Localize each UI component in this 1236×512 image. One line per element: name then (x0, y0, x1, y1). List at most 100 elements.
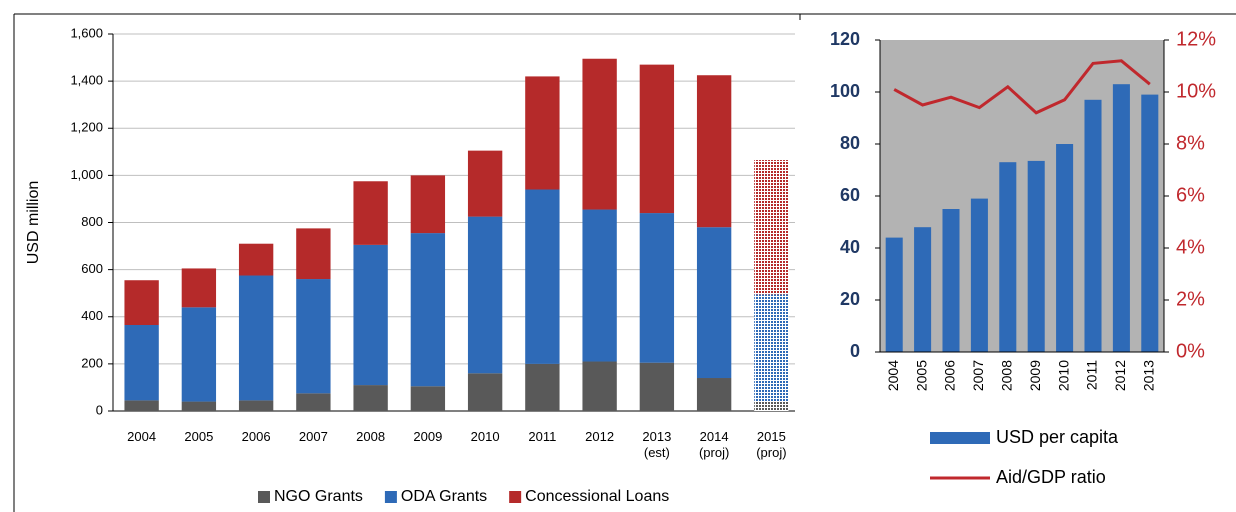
bar-segment (124, 324, 159, 401)
x-tick-label: 2005 (913, 360, 929, 391)
y2-tick-label: 10% (1176, 80, 1216, 102)
bar-segment (696, 75, 732, 228)
x-tick-label: 2005 (184, 429, 214, 444)
bar (1141, 94, 1159, 352)
bar-segment (181, 307, 217, 402)
bar-segment (754, 160, 789, 295)
x-tick-label: 2006 (241, 429, 271, 444)
bar-segment (181, 268, 217, 308)
y2-tick-label: 2% (1176, 288, 1205, 310)
bar-segment (238, 243, 274, 276)
bar-segment (296, 393, 331, 411)
bar-segment (296, 279, 331, 394)
bar-segment (124, 400, 159, 411)
x-tick-label: 2011 (528, 429, 557, 444)
legend-label: NGO Grants (274, 488, 363, 505)
bar (1084, 99, 1102, 352)
bar-segment (754, 294, 789, 402)
y-tick-label: 80 (840, 133, 860, 153)
bar (1027, 160, 1045, 352)
bar-segment (525, 189, 560, 364)
y2-tick-label: 6% (1176, 184, 1205, 206)
bar (1112, 84, 1130, 352)
bar-segment (639, 64, 675, 214)
x-tick-label: 2004 (127, 429, 157, 444)
bar (999, 162, 1017, 352)
y2-tick-label: 4% (1176, 236, 1205, 258)
bar-segment (525, 76, 560, 190)
y-tick-label: 40 (840, 237, 860, 257)
bar-segment (696, 378, 732, 411)
y-tick-label: 1,200 (70, 120, 103, 135)
y-axis-label: USD million (25, 181, 42, 265)
x-tick-label: 2008 (356, 429, 386, 444)
bar-segment (525, 363, 560, 411)
y-tick-label: 0 (850, 341, 860, 361)
bar-segment (353, 244, 388, 386)
x-tick-label: 2013 (est) (642, 429, 672, 460)
y2-tick-label: 12% (1176, 28, 1216, 50)
x-tick-label: 2011 (1084, 360, 1100, 390)
legend-label: ODA Grants (401, 488, 487, 505)
x-tick-label: 2006 (942, 360, 958, 391)
x-tick-label: 2009 (413, 429, 443, 444)
y2-tick-label: 0% (1176, 340, 1205, 362)
x-tick-label: 2007 (298, 429, 328, 444)
legend-label: USD per capita (996, 427, 1119, 447)
bar-segment (410, 175, 446, 234)
y-tick-label: 1,000 (70, 167, 103, 182)
bar-segment (238, 275, 274, 401)
bar-segment (238, 400, 274, 411)
x-tick-label: 2015 (proj) (756, 429, 787, 460)
bar (1056, 144, 1074, 352)
x-tick-label: 2014 (proj) (698, 429, 730, 460)
y-tick-label: 60 (840, 185, 860, 205)
bar (914, 227, 932, 352)
legend-swatch (258, 491, 270, 503)
x-tick-label: 2013 (1141, 360, 1157, 391)
bar-segment (639, 362, 675, 411)
bar-segment (410, 386, 446, 411)
bar-segment (696, 227, 732, 379)
bar-segment (296, 228, 331, 280)
bar (885, 237, 903, 352)
y-tick-label: 400 (81, 308, 103, 323)
x-tick-label: 2012 (1112, 360, 1128, 391)
bar-segment (582, 58, 617, 210)
bar-segment (353, 385, 388, 411)
y-tick-label: 100 (830, 81, 860, 101)
y-tick-label: 0 (96, 402, 103, 417)
x-tick-label: 2010 (470, 429, 500, 444)
bar-segment (124, 280, 159, 325)
bar-segment (467, 216, 503, 374)
y-tick-label: 120 (830, 29, 860, 49)
legend-label: Aid/GDP ratio (996, 467, 1106, 487)
bar (942, 209, 960, 352)
bar-segment (467, 150, 503, 217)
line-series (893, 59, 1151, 115)
bar (970, 198, 988, 352)
bar-segment (181, 401, 217, 411)
y-tick-label: 800 (81, 214, 103, 229)
x-tick-label: 2010 (1055, 360, 1071, 391)
bar-segment (582, 209, 617, 362)
y2-tick-label: 8% (1176, 132, 1205, 154)
x-tick-label: 2008 (999, 360, 1015, 391)
y-tick-label: 1,600 (70, 25, 103, 40)
bar-segment (754, 401, 789, 411)
y-tick-label: 600 (81, 261, 103, 276)
bar-segment (353, 181, 388, 245)
legend-swatch (509, 491, 522, 503)
legend-swatch (930, 432, 990, 444)
x-tick-label: 2004 (885, 360, 901, 391)
bar-segment (639, 213, 675, 363)
legend-label: Concessional Loans (525, 488, 669, 505)
y-tick-label: 20 (840, 289, 860, 309)
y-tick-label: 200 (81, 355, 103, 370)
x-tick-label: 2009 (1027, 360, 1043, 391)
bar-segment (467, 373, 503, 411)
x-tick-label: 2007 (970, 360, 986, 391)
bar-segment (410, 233, 446, 387)
